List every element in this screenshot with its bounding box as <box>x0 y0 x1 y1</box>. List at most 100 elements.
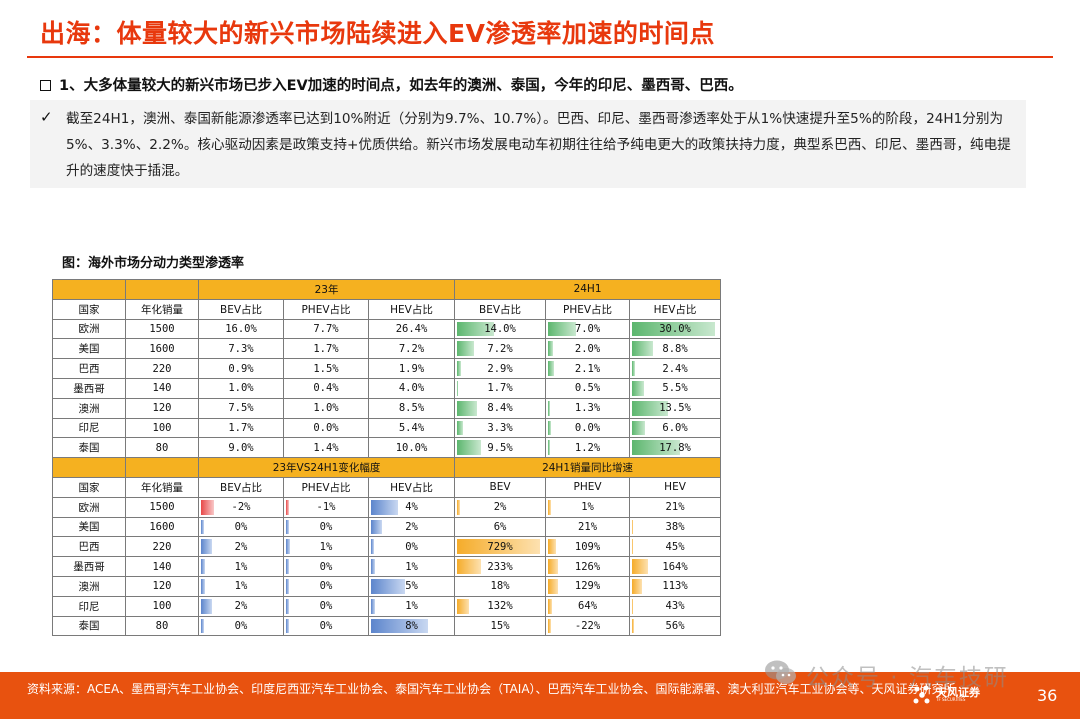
cell-value: 1.9% <box>398 362 425 375</box>
table-row: 澳洲 120 7.5% 1.0% 8.5% 8.4% 1.3% 13.5% <box>52 397 722 419</box>
cell-value: 0% <box>319 600 333 613</box>
cell-value: 印尼 <box>78 422 100 435</box>
data-bar <box>286 618 289 634</box>
period-header: 23年VS24H1变化幅度 <box>197 457 456 478</box>
cell-value: 0% <box>234 619 248 632</box>
checkbox-square-icon <box>40 80 51 91</box>
cell-value: 0% <box>319 580 333 593</box>
period-header-row: 23年VS24H1变化幅度 24H1销量同比增速 <box>52 457 722 478</box>
value-cell: 1.4% <box>283 437 369 459</box>
value-cell: 38% <box>629 516 722 538</box>
cell-value: 18% <box>490 580 510 593</box>
cell-value: 10.0% <box>395 441 428 454</box>
cell-value: 38% <box>665 520 685 533</box>
value-cell: 21% <box>545 516 631 538</box>
page-title: 出海：体量较大的新兴市场陆续进入EV渗透率加速的时间点 <box>40 19 715 48</box>
cell-value: HEV占比 <box>390 303 433 316</box>
period-header: 24H1 <box>454 279 722 300</box>
country-cell: 印尼 <box>52 595 126 617</box>
cell-value: 国家 <box>78 303 100 316</box>
data-bar <box>632 341 654 357</box>
data-bar <box>371 578 406 594</box>
value-cell: -22% <box>545 615 631 637</box>
cell-value: 140 <box>152 560 172 573</box>
cell-value: 0% <box>319 619 333 632</box>
country-cell: 泰国 <box>52 615 126 637</box>
cell-value: 2.9% <box>487 362 513 375</box>
cell-value: 126% <box>574 560 601 573</box>
value-cell: 8.8% <box>629 338 722 360</box>
blank-header-cell <box>125 457 199 478</box>
cell-value: 1500 <box>149 322 175 335</box>
value-cell: 45% <box>629 536 722 558</box>
data-bar <box>457 400 478 416</box>
value-cell: 80 <box>125 437 199 459</box>
value-cell: 5.5% <box>629 377 722 399</box>
table-row: 欧洲 1500 -2% -1% 4% 2% 1% 21% <box>52 496 722 518</box>
cell-value: 23年 <box>314 283 339 296</box>
bullet-panel <box>30 100 1026 188</box>
country-cell: 墨西哥 <box>52 556 126 577</box>
column-header-row: 国家 年化销量 BEV占比 PHEV占比 HEV占比 BEV占比 PHEV占比 HEV占比 <box>52 298 722 320</box>
cell-value: 1.7% <box>313 342 339 355</box>
value-cell: 8% <box>367 615 456 637</box>
data-bar <box>201 598 213 614</box>
cell-value: 56% <box>665 619 685 632</box>
cell-value: 80 <box>155 619 169 632</box>
cell-value: 233% <box>487 560 513 573</box>
value-cell: 7.2% <box>367 338 456 360</box>
data-bar <box>632 321 716 337</box>
value-cell: 220 <box>125 536 199 558</box>
country-cell: 欧洲 <box>52 496 126 518</box>
cell-value: 17.8% <box>659 441 691 454</box>
cell-value: 9.0% <box>228 441 254 454</box>
value-cell: 2.4% <box>629 358 722 379</box>
cell-value: 1% <box>234 580 248 593</box>
data-bar <box>632 618 635 634</box>
cell-value: 国家 <box>78 481 100 494</box>
cell-value: 0.0% <box>574 421 601 434</box>
value-cell: 9.5% <box>454 437 547 459</box>
value-cell: 8.5% <box>367 397 456 419</box>
value-cell: 21% <box>629 496 722 518</box>
value-cell: 1% <box>198 556 284 577</box>
value-cell: 0% <box>198 516 284 538</box>
data-bar <box>632 539 634 555</box>
value-cell: 1% <box>367 556 456 577</box>
data-bar <box>548 618 552 634</box>
cell-value: BEV占比 <box>219 481 263 494</box>
cell-value: 120 <box>152 402 172 415</box>
data-bar <box>632 361 636 376</box>
value-cell: 1600 <box>125 338 199 360</box>
cell-value: 墨西哥 <box>73 561 105 574</box>
cell-value: 年化销量 <box>141 481 183 494</box>
cell-value: 澳洲 <box>78 580 100 593</box>
column-header: PHEV占比 <box>283 298 369 320</box>
data-bar <box>548 539 556 555</box>
table-row: 澳洲 120 1% 0% 5% 18% 129% 113% <box>52 575 722 597</box>
cell-value: 21% <box>578 520 598 533</box>
value-cell: 0.0% <box>545 417 631 439</box>
cell-value: 14.0% <box>484 322 516 335</box>
value-cell: 14.0% <box>454 318 547 340</box>
cell-value: 1% <box>581 501 594 514</box>
data-bar <box>632 420 646 436</box>
column-header: PHEV <box>545 476 631 498</box>
value-cell: 15% <box>454 615 547 637</box>
value-cell: 7.2% <box>454 338 547 360</box>
cell-value: 8% <box>405 619 418 632</box>
cell-value: 7.0% <box>574 322 601 335</box>
cell-value: 109% <box>574 540 601 553</box>
cell-value: 4% <box>405 501 418 514</box>
table-row: 印尼 100 2% 0% 1% 132% 64% 43% <box>52 595 722 617</box>
value-cell: 109% <box>545 536 631 558</box>
value-cell: 10.0% <box>367 437 456 459</box>
country-cell: 巴西 <box>52 536 126 558</box>
data-bar <box>286 559 289 574</box>
cell-value: 7.2% <box>487 342 513 355</box>
data-bar <box>201 618 204 634</box>
data-bar <box>201 519 204 535</box>
footer-bar <box>0 672 1080 719</box>
value-cell: 129% <box>545 575 631 597</box>
value-cell: 1.7% <box>454 377 547 399</box>
